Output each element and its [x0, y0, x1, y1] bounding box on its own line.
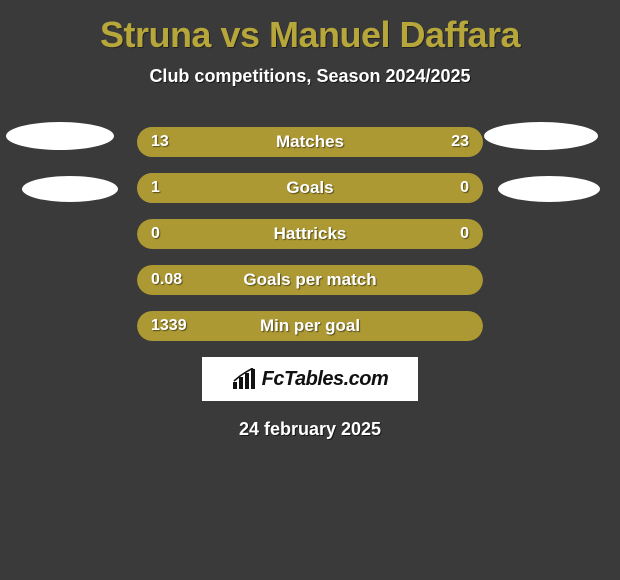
stat-rows: 13Matches231Goals00Hattricks00.08Goals p… [0, 127, 620, 341]
stat-right-value: 0 [460, 219, 469, 249]
logo-icon [232, 368, 258, 390]
logo-box: FcTables.com [202, 357, 418, 401]
stat-label: Matches [137, 127, 483, 157]
stat-label: Goals per match [137, 265, 483, 295]
stat-label: Goals [137, 173, 483, 203]
stat-row: 0.08Goals per match [137, 265, 483, 295]
stat-label: Min per goal [137, 311, 483, 341]
date-text: 24 february 2025 [0, 419, 620, 440]
stat-row: 1Goals0 [137, 173, 483, 203]
page-title: Struna vs Manuel Daffara [0, 14, 620, 56]
stat-right-value: 0 [460, 173, 469, 203]
stat-row: 13Matches23 [137, 127, 483, 157]
stat-row: 1339Min per goal [137, 311, 483, 341]
page-subtitle: Club competitions, Season 2024/2025 [0, 66, 620, 87]
stat-right-value: 23 [451, 127, 469, 157]
stat-label: Hattricks [137, 219, 483, 249]
stat-row: 0Hattricks0 [137, 219, 483, 249]
logo-text: FcTables.com [262, 368, 389, 391]
